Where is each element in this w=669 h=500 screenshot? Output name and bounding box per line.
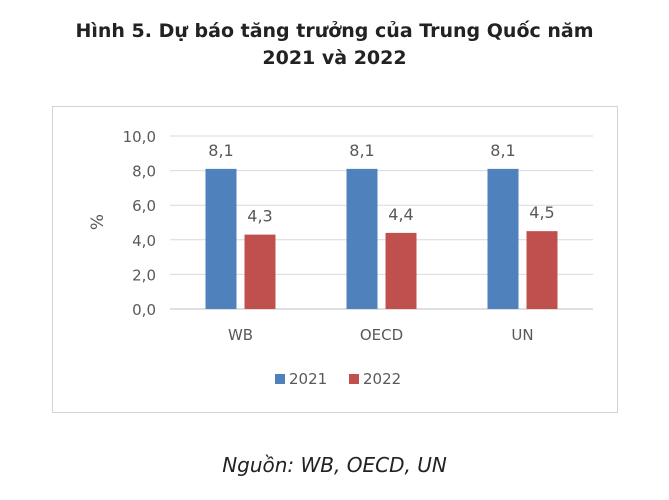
bar-2022-un <box>526 231 558 309</box>
y-tick-label: 2,0 <box>132 266 156 284</box>
bar-2022-oecd <box>385 232 417 309</box>
y-tick-label: 6,0 <box>132 197 156 215</box>
data-label: 8,1 <box>490 141 515 160</box>
bar-chart: 0,0 2,0 4,0 6,0 8,0 10,0% 8,1 4,3 WB 8,1 4,4 OECD 8,… <box>88 128 593 388</box>
x-category-label: WB <box>228 326 253 344</box>
y-tick-label: 4,0 <box>132 232 156 250</box>
title-line-2: 2021 và 2022 <box>262 47 407 69</box>
data-label: 8,1 <box>349 141 374 160</box>
legend-swatch-2022 <box>349 374 359 384</box>
bar-2021-wb <box>205 168 237 309</box>
y-tick-label: 10,0 <box>123 128 156 146</box>
data-label: 4,5 <box>529 203 554 222</box>
chart-frame <box>52 106 618 413</box>
legend-swatch-2021 <box>275 374 285 384</box>
legend-label: 2022 <box>363 370 401 388</box>
bar-2022-wb <box>244 234 276 309</box>
data-label: 4,4 <box>388 205 413 224</box>
source-note: Nguồn: WB, OECD, UN <box>222 453 447 477</box>
bar-2021-oecd <box>346 168 378 309</box>
data-label: 4,3 <box>247 207 272 226</box>
bar-2021-un <box>487 168 519 309</box>
y-axis-label: % <box>88 214 108 230</box>
x-category-label: UN <box>511 326 533 344</box>
y-tick-label: 8,0 <box>132 163 156 181</box>
title-line-1: Hình 5. Dự báo tăng trưởng của Trung Quố… <box>75 20 594 42</box>
legend-label: 2021 <box>289 370 327 388</box>
data-label: 8,1 <box>208 141 233 160</box>
y-tick-label: 0,0 <box>132 301 156 319</box>
x-category-label: OECD <box>360 326 403 344</box>
chart-title: Hình 5. Dự báo tăng trưởng của Trung Quố… <box>0 18 669 72</box>
